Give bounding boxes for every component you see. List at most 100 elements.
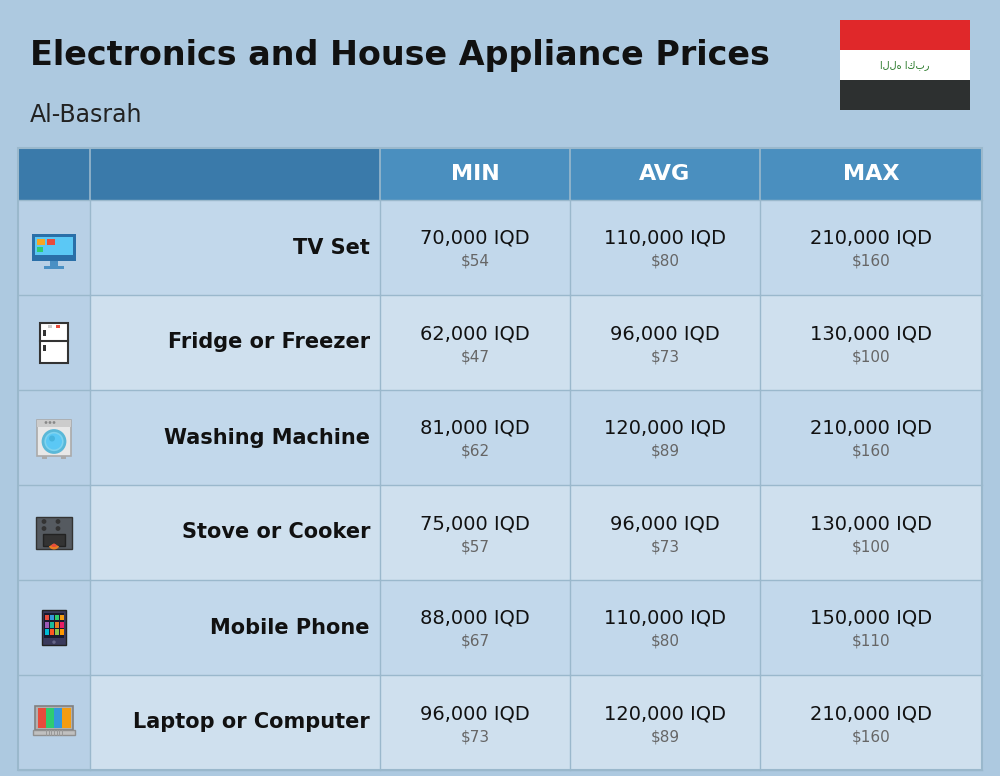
Bar — [18, 390, 982, 485]
Bar — [37, 239, 45, 245]
Text: 96,000 IQD: 96,000 IQD — [610, 514, 720, 533]
Wedge shape — [49, 543, 59, 549]
Text: Fridge or Freezer: Fridge or Freezer — [168, 332, 370, 352]
Circle shape — [49, 421, 51, 424]
Bar — [36, 517, 72, 549]
Bar — [42, 611, 66, 645]
Circle shape — [49, 435, 55, 442]
Bar — [840, 50, 970, 80]
Text: MIN: MIN — [451, 164, 499, 184]
Bar — [60, 615, 64, 620]
Text: 210,000 IQD: 210,000 IQD — [810, 704, 932, 723]
Bar — [37, 248, 43, 252]
Bar — [50, 629, 54, 635]
Text: $62: $62 — [460, 444, 490, 459]
Text: $80: $80 — [650, 634, 680, 649]
Text: 130,000 IQD: 130,000 IQD — [810, 514, 932, 533]
Text: Mobile Phone: Mobile Phone — [210, 618, 370, 638]
Text: $89: $89 — [650, 444, 680, 459]
Bar — [46, 708, 54, 728]
Bar — [18, 148, 380, 200]
Circle shape — [42, 526, 46, 531]
Bar — [33, 730, 75, 735]
Text: $100: $100 — [852, 539, 890, 554]
Bar — [55, 629, 59, 635]
Text: Al-Basrah: Al-Basrah — [30, 103, 143, 127]
Bar — [61, 456, 66, 459]
Text: Electronics and House Appliance Prices: Electronics and House Appliance Prices — [30, 39, 770, 71]
Text: 210,000 IQD: 210,000 IQD — [810, 229, 932, 248]
Bar — [44, 265, 64, 268]
Bar — [45, 629, 49, 635]
Text: الله اكبر: الله اكبر — [880, 60, 930, 70]
Bar — [18, 295, 982, 390]
Text: 70,000 IQD: 70,000 IQD — [420, 229, 530, 248]
Bar — [18, 295, 90, 390]
Bar — [35, 237, 73, 255]
Bar — [18, 675, 982, 770]
Bar — [40, 323, 68, 362]
Text: $160: $160 — [852, 729, 890, 744]
Circle shape — [52, 640, 56, 644]
Text: $73: $73 — [650, 539, 680, 554]
Circle shape — [43, 431, 65, 452]
Text: 88,000 IQD: 88,000 IQD — [420, 609, 530, 628]
Bar — [18, 200, 90, 295]
Text: 96,000 IQD: 96,000 IQD — [420, 704, 530, 723]
Text: TV Set: TV Set — [293, 237, 370, 258]
Bar — [50, 622, 54, 628]
Text: 96,000 IQD: 96,000 IQD — [610, 324, 720, 343]
Bar — [18, 148, 982, 200]
Text: $80: $80 — [650, 254, 680, 269]
Text: 130,000 IQD: 130,000 IQD — [810, 324, 932, 343]
Circle shape — [56, 519, 60, 524]
Circle shape — [45, 421, 47, 424]
Text: 110,000 IQD: 110,000 IQD — [604, 229, 726, 248]
Text: $89: $89 — [650, 729, 680, 744]
Bar — [45, 622, 49, 628]
Bar — [18, 200, 982, 295]
Bar — [55, 622, 59, 628]
Text: $73: $73 — [650, 349, 680, 364]
Text: 110,000 IQD: 110,000 IQD — [604, 609, 726, 628]
Text: 120,000 IQD: 120,000 IQD — [604, 419, 726, 438]
Bar — [50, 261, 58, 265]
Bar — [18, 675, 90, 770]
Bar — [43, 330, 46, 335]
Bar — [38, 708, 70, 728]
Bar — [18, 580, 982, 675]
Text: Washing Machine: Washing Machine — [164, 428, 370, 448]
Text: $160: $160 — [852, 444, 890, 459]
Bar — [60, 622, 64, 628]
Text: Laptop or Computer: Laptop or Computer — [133, 712, 370, 733]
Bar — [43, 534, 65, 546]
Bar — [45, 615, 49, 620]
Bar — [32, 234, 76, 261]
Bar — [47, 239, 55, 245]
Bar — [55, 615, 59, 620]
Bar — [18, 485, 90, 580]
Bar — [37, 420, 71, 427]
Text: $73: $73 — [460, 729, 490, 744]
Bar — [54, 708, 62, 728]
Bar — [62, 708, 70, 728]
Bar — [42, 456, 47, 459]
Wedge shape — [51, 543, 57, 547]
Text: $54: $54 — [460, 254, 490, 269]
Text: AVG: AVG — [639, 164, 691, 184]
Text: $67: $67 — [460, 634, 490, 649]
Text: $160: $160 — [852, 254, 890, 269]
Text: 62,000 IQD: 62,000 IQD — [420, 324, 530, 343]
Text: $110: $110 — [852, 634, 890, 649]
Circle shape — [53, 421, 55, 424]
Bar — [840, 20, 970, 50]
Bar — [37, 420, 71, 456]
Text: $57: $57 — [460, 539, 490, 554]
Bar — [18, 148, 982, 770]
Text: 150,000 IQD: 150,000 IQD — [810, 609, 932, 628]
Text: 120,000 IQD: 120,000 IQD — [604, 704, 726, 723]
Text: 75,000 IQD: 75,000 IQD — [420, 514, 530, 533]
Bar — [56, 324, 60, 327]
Circle shape — [46, 434, 62, 449]
Bar — [18, 390, 90, 485]
